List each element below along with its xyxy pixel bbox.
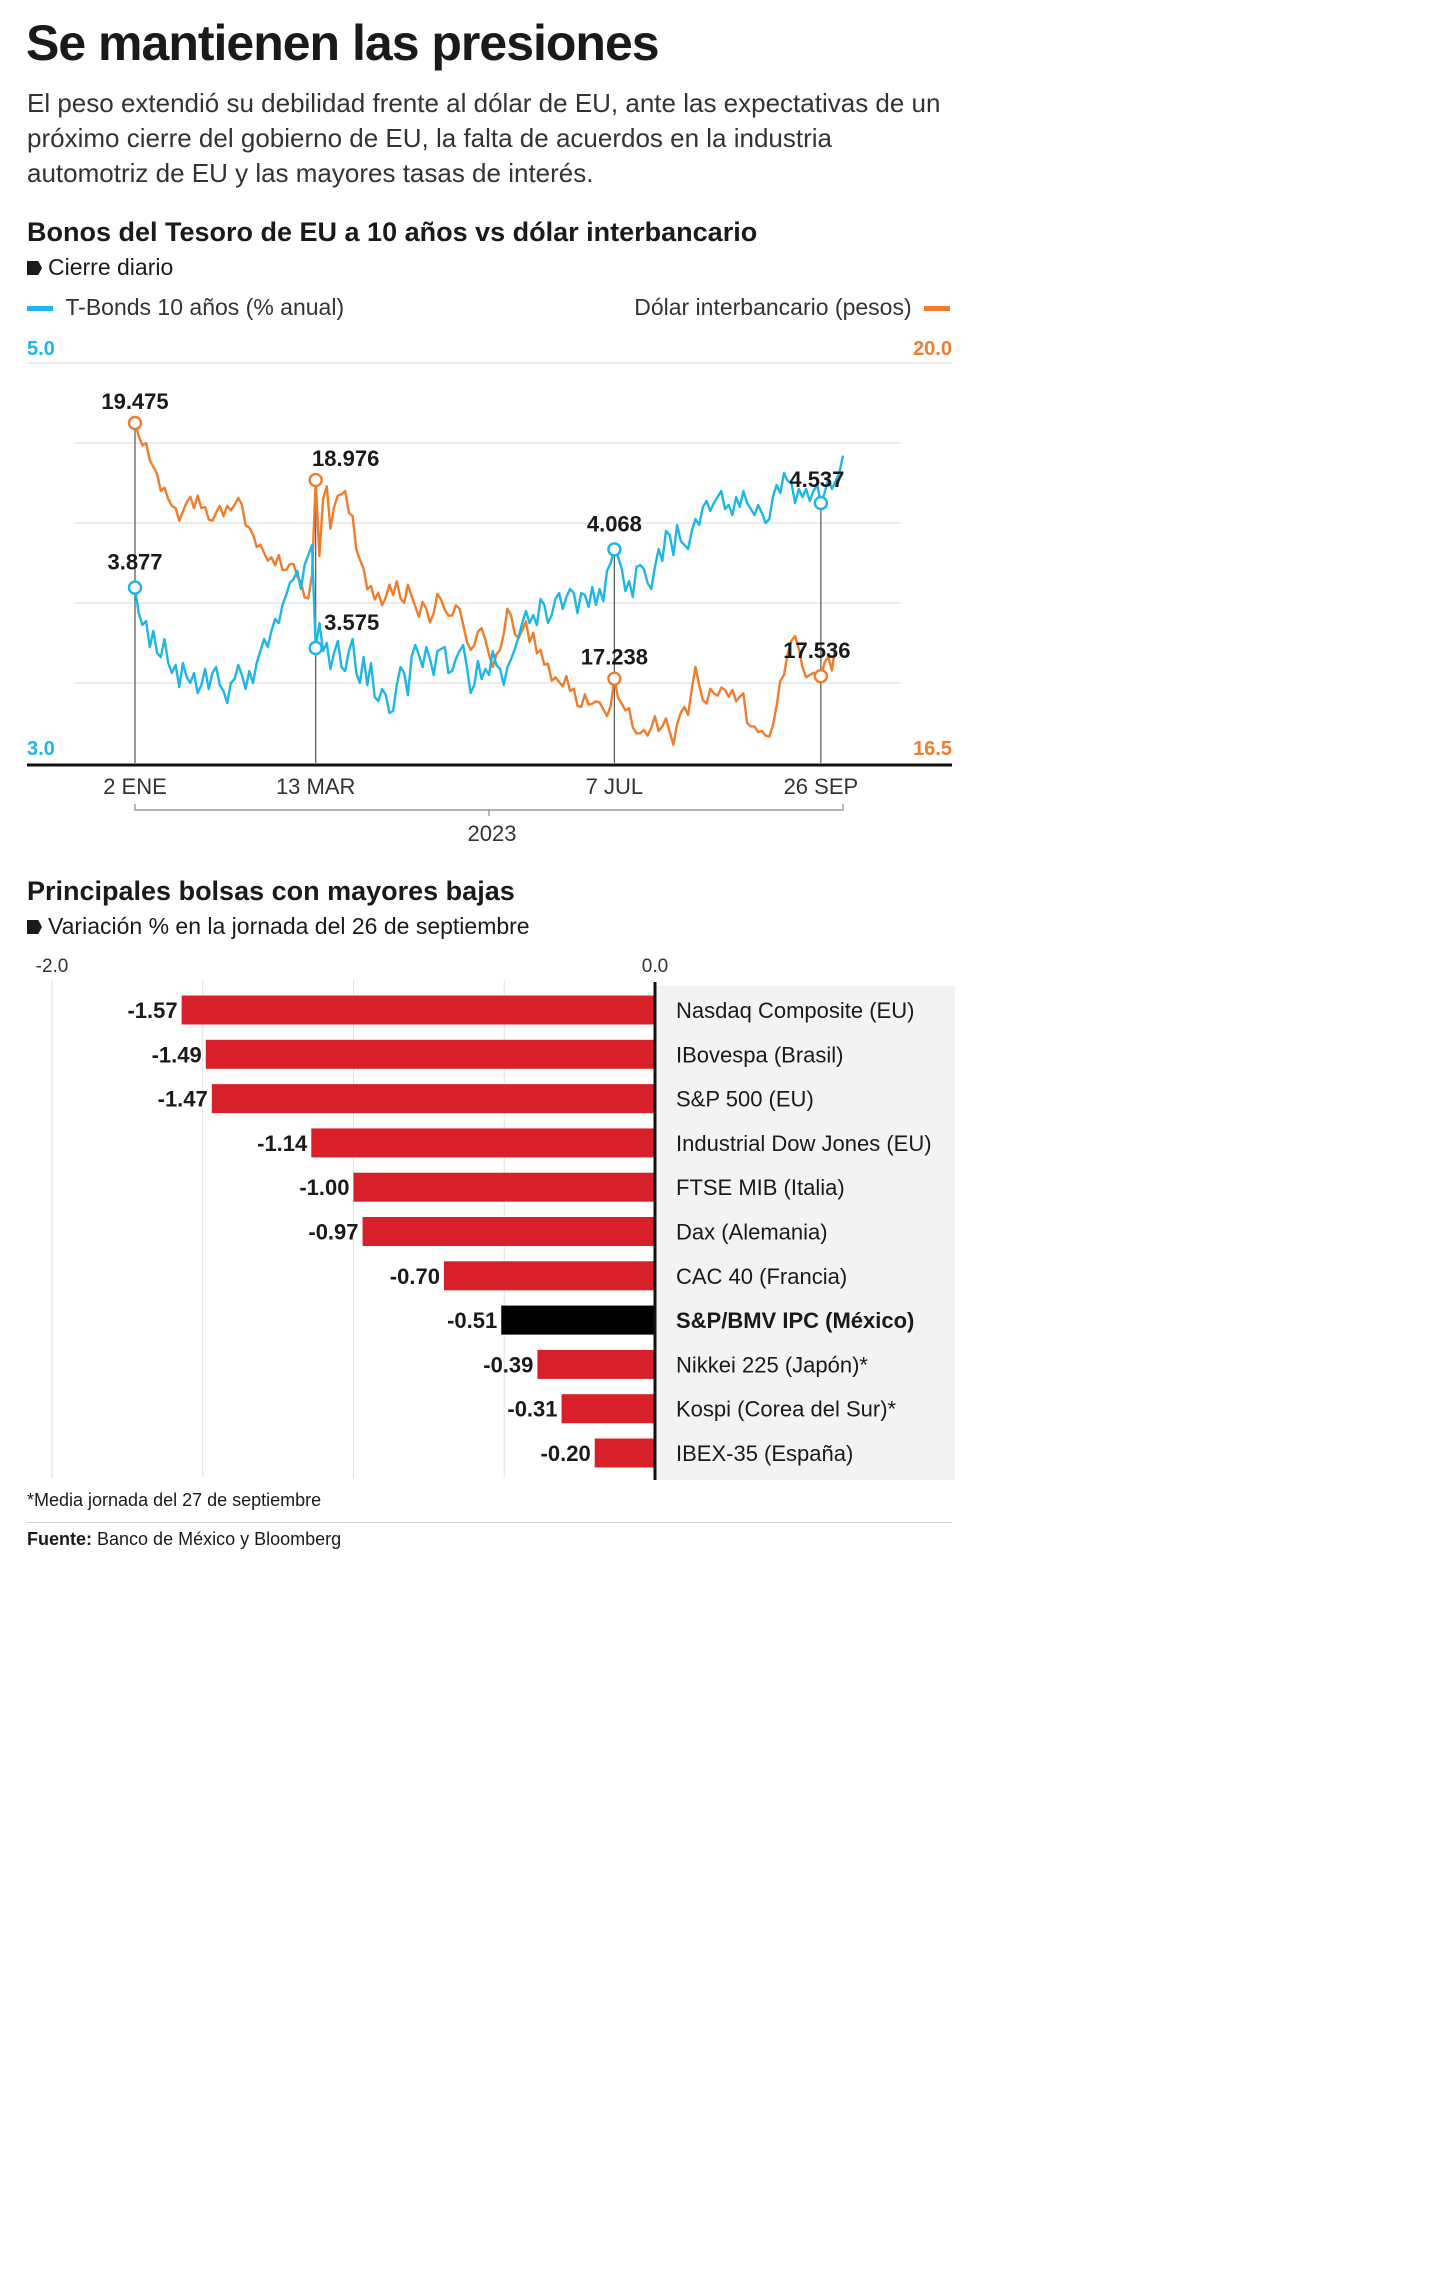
arrow-tag-icon (27, 261, 42, 275)
bar-value-label: -0.51 (447, 1308, 497, 1333)
bar-value-label: -0.39 (483, 1352, 533, 1377)
bar-value-label: -0.31 (507, 1397, 557, 1422)
right-axis-min-label: 16.5 (913, 738, 952, 760)
bar (537, 1349, 655, 1379)
bar-category-label: Industrial Dow Jones (EU) (676, 1131, 932, 1156)
bar-value-label: -1.57 (127, 998, 177, 1023)
source-text: Banco de México y Bloomberg (97, 1529, 342, 1549)
tbond-callout-label: 3.877 (107, 550, 162, 575)
dollar-callout-label: 17.238 (581, 645, 648, 670)
year-label: 2023 (468, 821, 517, 846)
bar-chart: -2.0 0.0 -1.57 Nasdaq Composite (EU) -1.49 I… (36, 956, 955, 1480)
source-line: Fuente: Banco de México y Bloomberg (27, 1529, 341, 1550)
tbond-callout-label: 4.537 (789, 467, 844, 492)
legend-dollar: Dólar interbancario (pesos) (634, 294, 950, 321)
source-label: Fuente: (27, 1529, 92, 1549)
bar-category-label: Nikkei 225 (Japón)* (676, 1352, 868, 1377)
bar-category-label: CAC 40 (Francia) (676, 1264, 847, 1289)
bar-value-label: -0.97 (308, 1220, 358, 1245)
bar-category-label: IBovespa (Brasil) (676, 1042, 844, 1067)
year-bracket (134, 804, 844, 811)
dollar-callout-label: 19.475 (101, 389, 168, 414)
headline: Se mantienen las presiones (26, 15, 660, 71)
dollar-callout-marker (308, 472, 323, 488)
dollar-legend-swatch (924, 306, 950, 312)
dollar-callout-label: 17.536 (783, 638, 850, 663)
bar (594, 1438, 655, 1468)
tbond-legend-swatch (27, 306, 53, 312)
bar (353, 1172, 655, 1202)
line-chart: 19.475 3.877 18.976 3.575 4.068 17.238 4.537 17… (27, 338, 952, 846)
tbond-callout-marker (308, 640, 323, 656)
x-tick-label: -2.0 (36, 956, 69, 977)
bar-chart-subtitle: Variación % en la jornada del 26 de sept… (27, 913, 530, 940)
line-chart-subtitle: Cierre diario (27, 254, 173, 281)
bar-value-label: -1.49 (152, 1042, 202, 1067)
bar (311, 1128, 655, 1158)
bar-value-label: -1.14 (257, 1131, 308, 1156)
bar (211, 1084, 656, 1114)
dek: El peso extendió su debilidad frente al … (27, 88, 941, 188)
bar-category-label: IBEX-35 (España) (676, 1441, 853, 1466)
bar (443, 1261, 655, 1291)
tbond-callout-label: 3.575 (324, 610, 379, 635)
legend-tbond: T-Bonds 10 años (% anual) (27, 294, 344, 321)
dollar-callout-marker (607, 671, 622, 686)
bar (362, 1217, 655, 1246)
bar-value-label: -0.70 (390, 1264, 440, 1289)
bar (205, 1039, 655, 1069)
x-tick-label: 26 SEP (784, 774, 859, 799)
dollar-callout-marker (127, 415, 143, 431)
x-tick-label: 13 MAR (276, 774, 355, 799)
bar-category-label: Nasdaq Composite (EU) (676, 998, 914, 1023)
dollar-callout-label: 18.976 (312, 446, 379, 471)
bar-value-label: -1.47 (158, 1087, 208, 1112)
footnote: *Media jornada del 27 de septiembre (27, 1490, 322, 1510)
dollar-callout-marker (813, 668, 829, 684)
x-tick-label: 0.0 (642, 956, 668, 977)
bar (501, 1305, 655, 1335)
bar (181, 995, 655, 1025)
bar-category-label: S&P/BMV IPC (México) (676, 1308, 914, 1333)
right-axis-max-label: 20.0 (913, 338, 952, 360)
tbond-series-line (133, 455, 845, 715)
tbond-callout-marker (607, 542, 622, 557)
x-tick-label: 7 JUL (586, 774, 643, 799)
tbond-callout-label: 4.068 (587, 511, 642, 536)
bar-category-label: S&P 500 (EU) (676, 1087, 814, 1112)
left-axis-min-label: 3.0 (27, 738, 55, 760)
bar-category-label: Dax (Alemania) (676, 1220, 828, 1245)
left-axis-max-label: 5.0 (27, 338, 55, 360)
label-panel-background (655, 986, 955, 1480)
line-chart-title: Bonos del Tesoro de EU a 10 años vs dóla… (27, 217, 758, 247)
bar-category-label: Kospi (Corea del Sur)* (676, 1397, 897, 1422)
bar-value-label: -1.00 (299, 1175, 349, 1200)
bar-value-label: -0.20 (541, 1441, 591, 1466)
bar-category-label: FTSE MIB (Italia) (676, 1175, 845, 1200)
tbond-callout-marker (127, 580, 143, 595)
tbond-callout-marker (813, 495, 829, 511)
dollar-series-line (133, 422, 837, 746)
x-tick-label: 2 ENE (103, 774, 167, 799)
footer-divider (27, 1522, 952, 1523)
bar-chart-title: Principales bolsas con mayores bajas (27, 876, 515, 906)
arrow-tag-icon (27, 920, 42, 934)
bar (561, 1394, 655, 1424)
